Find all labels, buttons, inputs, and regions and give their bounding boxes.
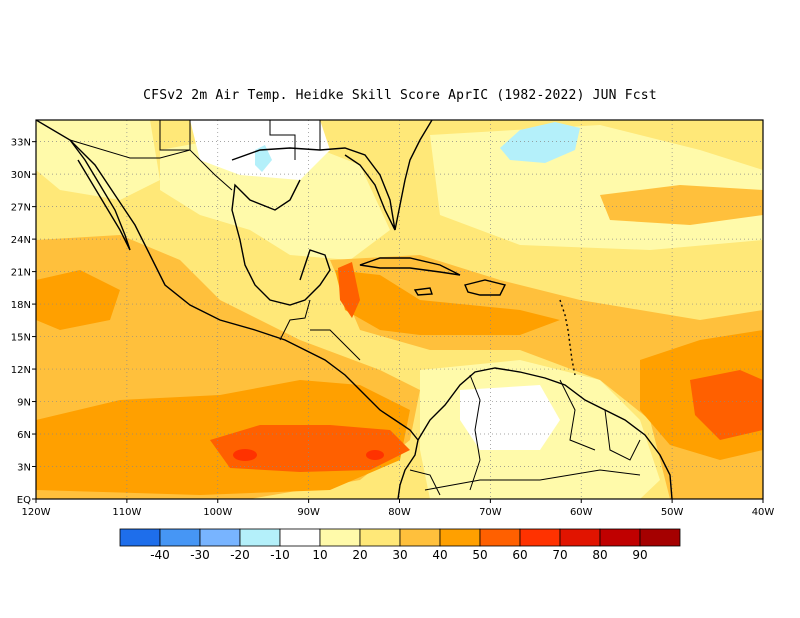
border-us-mexico (69, 139, 233, 191)
lon-tick-label: 100W (203, 507, 232, 518)
map-title: CFSv2 2m Air Temp. Heidke Skill Score Ap… (143, 88, 657, 103)
colorbar-swatch (319, 528, 361, 547)
coastline-cuba (359, 257, 461, 276)
colorbar-label: 80 (592, 548, 607, 562)
borders (69, 120, 641, 496)
coastline-us-gulf (231, 147, 396, 231)
border-brazil (424, 469, 641, 491)
lat-tick-label: 24N (11, 235, 31, 246)
field-zone-50-60-east (690, 370, 763, 440)
lat-tick-label: 18N (11, 300, 31, 311)
lon-tick-label: 110W (112, 507, 141, 518)
colorbar-swatch (599, 528, 641, 547)
colorbar-swatch (199, 528, 241, 547)
field-zone-50-60-pacific (210, 425, 410, 472)
field-zone-60-70-spot-1 (233, 449, 257, 461)
colorbar-swatch (279, 528, 321, 547)
lon-tick-label: 50W (661, 507, 684, 518)
colorbar-swatch (639, 528, 681, 547)
lat-tick-label: 21N (11, 268, 31, 279)
border-us-canada-top (159, 120, 191, 151)
field-zone-40-50-mx (36, 270, 120, 330)
coastline-mexico-central-america (36, 120, 419, 499)
colorbar-swatch (479, 528, 521, 547)
colorbar-swatch (119, 528, 161, 547)
coastline-gulf-of-mexico (231, 179, 331, 306)
coastline-baja (69, 139, 131, 251)
lat-tick-label: 9N (17, 398, 31, 409)
colorbar-labels: -40 -30 -20 -10 10 20 30 40 50 60 70 80 90 (150, 548, 647, 562)
border-us-states (269, 120, 321, 160)
colorbar-swatch (159, 528, 201, 547)
coastlines (36, 120, 673, 499)
lat-tick-label: 6N (17, 430, 31, 441)
colorbar-label: 40 (432, 548, 447, 562)
colorbar-label: -40 (150, 548, 170, 562)
colorbar-label: -20 (230, 548, 250, 562)
lat-tick-label: 3N (17, 463, 31, 474)
colorbar-swatch (439, 528, 481, 547)
field-zone-10-20-nw (36, 120, 160, 200)
lon-tick-label: 60W (570, 507, 593, 518)
longitude-axis: 120W 110W 100W 90W 80W 70W 60W 50W 40W (22, 499, 775, 518)
colorbar-label: 60 (512, 548, 527, 562)
colorbar-label: 30 (392, 548, 407, 562)
coastline-hispaniola (464, 279, 507, 296)
field-zone-50-60-honduras (338, 262, 360, 318)
colorbar-label: -30 (190, 548, 210, 562)
field-zone-negative-atlantic (500, 122, 580, 163)
border-central-america (310, 329, 361, 361)
field-zone-white-sa (460, 385, 560, 450)
lat-tick-label: 27N (11, 203, 31, 214)
colorbar-label: -10 (270, 548, 290, 562)
colorbar-swatch (359, 528, 401, 547)
field-zone-30-40-atl-band (600, 185, 763, 225)
lat-tick-label: 30N (11, 170, 31, 181)
lon-tick-label: 120W (22, 507, 51, 518)
border-guianas (604, 409, 641, 461)
lat-tick-label: 12N (11, 365, 31, 376)
border-peru-colombia (409, 469, 441, 496)
lat-tick-label: EQ (17, 495, 31, 506)
lon-tick-label: 80W (388, 507, 411, 518)
lat-tick-label: 33N (11, 138, 31, 149)
lat-tick-label: 15N (11, 333, 31, 344)
lon-tick-label: 40W (752, 507, 775, 518)
lon-tick-label: 70W (479, 507, 502, 518)
colorbar (119, 528, 681, 547)
border-colombia-venezuela (469, 374, 481, 491)
colorbar-swatch (239, 528, 281, 547)
colorbar-swatch (519, 528, 561, 547)
colorbar-swatch (559, 528, 601, 547)
colorbar-label: 50 (472, 548, 487, 562)
colorbar-label: 90 (632, 548, 647, 562)
border-guatemala (279, 299, 311, 341)
coastline-jamaica (413, 287, 433, 296)
colorbar-label: 70 (552, 548, 567, 562)
border-venezuela-guyana (559, 379, 596, 451)
field-zone-60-70-spot-2 (366, 450, 384, 460)
field-zone-40-50-carib (335, 270, 560, 335)
colorbar-swatch (399, 528, 441, 547)
colorbar-label: 20 (352, 548, 367, 562)
coastline-south-america (417, 367, 673, 499)
coastline-us-east (394, 120, 433, 231)
colorbar-label: 10 (312, 548, 327, 562)
latitude-axis: 33N 30N 27N 24N 21N 18N 15N 12N 9N 6N 3N EQ (11, 138, 36, 506)
field-zone-negative-texas (255, 145, 272, 172)
lon-tick-label: 90W (297, 507, 320, 518)
